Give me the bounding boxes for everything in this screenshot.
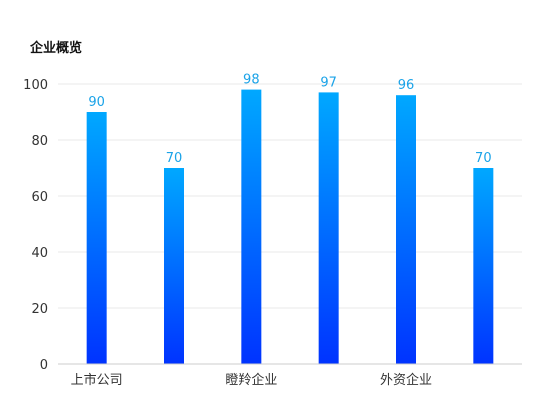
y-tick-label: 0 [40,358,48,373]
bar-value-label: 70 [475,151,492,166]
bar-value-label: 96 [398,78,415,93]
chart-title: 企业概览 [30,41,83,56]
bar [241,89,262,364]
y-tick-label: 40 [31,246,48,261]
bar-value-label: 70 [166,151,183,166]
bar-value-label: 90 [88,95,105,110]
y-tick-label: 100 [23,78,48,93]
bar-value-label: 98 [243,73,260,88]
bar [86,112,107,364]
x-tick-label: 上市公司 [71,372,123,388]
bar [396,95,416,364]
y-tick-label: 60 [31,190,48,205]
x-tick-label: 外资企业 [380,372,432,388]
y-tick-label: 20 [31,302,48,317]
bar [164,168,184,364]
bar-value-label: 97 [320,75,337,90]
x-tick-label: 瞪羚企业 [225,372,277,388]
bar [318,92,339,365]
y-tick-label: 80 [31,134,48,149]
bar [473,168,494,364]
